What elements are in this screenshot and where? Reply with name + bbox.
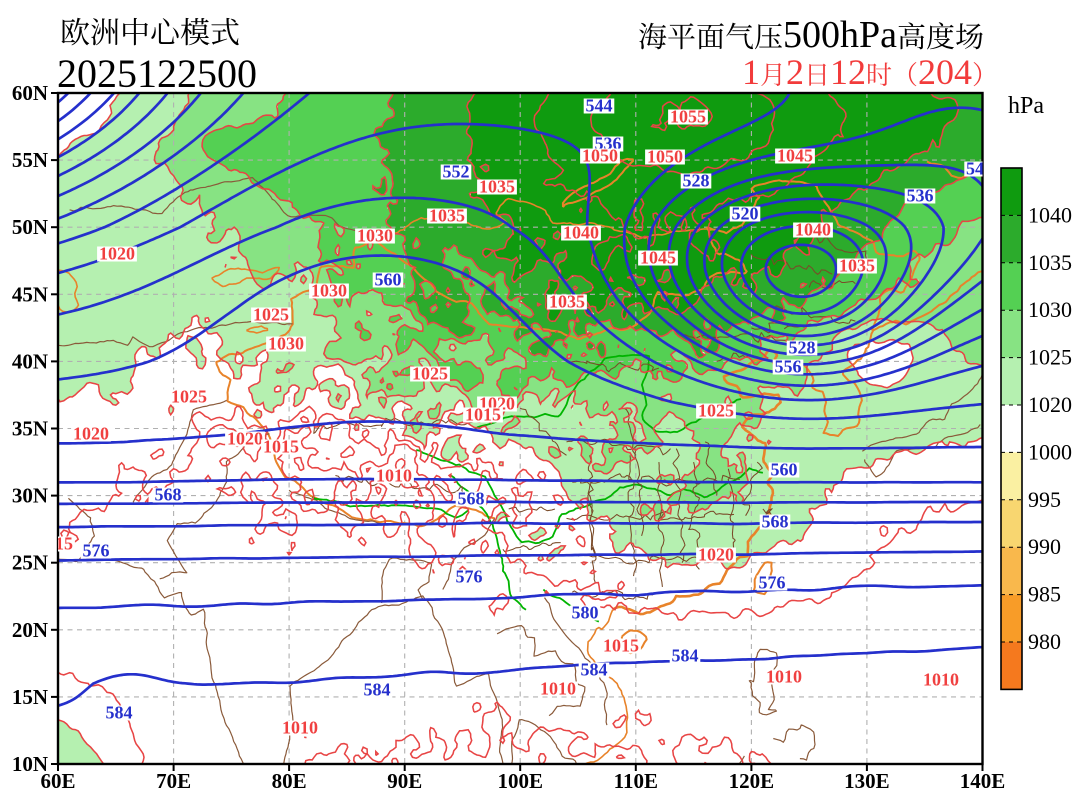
svg-text:1020: 1020 xyxy=(1028,392,1072,417)
svg-text:1040: 1040 xyxy=(795,220,831,240)
svg-text:576: 576 xyxy=(83,541,110,561)
svg-text:1025: 1025 xyxy=(171,387,207,407)
svg-text:10N: 10N xyxy=(12,752,48,776)
svg-text:70E: 70E xyxy=(156,769,191,793)
svg-text:1025: 1025 xyxy=(1028,345,1072,370)
svg-text:50N: 50N xyxy=(12,215,48,239)
svg-text:584: 584 xyxy=(672,646,699,666)
svg-text:580: 580 xyxy=(572,603,599,623)
svg-text:1035: 1035 xyxy=(839,256,875,276)
svg-text:576: 576 xyxy=(759,573,786,593)
svg-text:1035: 1035 xyxy=(549,292,585,312)
svg-text:1020: 1020 xyxy=(99,244,135,264)
svg-text:54: 54 xyxy=(966,159,984,179)
svg-text:12: 12 xyxy=(830,52,866,92)
svg-text:568: 568 xyxy=(762,512,789,532)
svg-text:985: 985 xyxy=(1028,582,1061,607)
svg-text:hPa: hPa xyxy=(1008,93,1044,119)
svg-text:1025: 1025 xyxy=(253,305,289,325)
svg-text:1020: 1020 xyxy=(698,545,734,565)
svg-text:568: 568 xyxy=(458,489,485,509)
svg-text:100E: 100E xyxy=(497,769,543,793)
svg-text:536: 536 xyxy=(907,186,934,206)
svg-text:1030: 1030 xyxy=(357,226,393,246)
svg-text:1025: 1025 xyxy=(412,364,448,384)
svg-text:140E: 140E xyxy=(960,769,1006,793)
svg-text:500hPa: 500hPa xyxy=(783,14,897,56)
svg-text:1010: 1010 xyxy=(376,466,412,486)
svg-text:90E: 90E xyxy=(387,769,422,793)
svg-text:1020: 1020 xyxy=(227,429,263,449)
svg-text:30N: 30N xyxy=(12,484,48,508)
svg-text:2025122500: 2025122500 xyxy=(57,51,257,96)
svg-text:556: 556 xyxy=(775,357,802,377)
svg-text:1010: 1010 xyxy=(282,718,318,738)
svg-text:1010: 1010 xyxy=(923,670,959,690)
svg-text:1010: 1010 xyxy=(540,679,576,699)
svg-text:1035: 1035 xyxy=(429,206,465,226)
svg-text:2: 2 xyxy=(786,52,804,92)
svg-text:1000: 1000 xyxy=(1028,439,1072,464)
svg-text:1: 1 xyxy=(742,52,760,92)
svg-text:576: 576 xyxy=(456,567,483,587)
svg-text:55N: 55N xyxy=(12,148,48,172)
svg-text:568: 568 xyxy=(155,485,182,505)
svg-text:1015: 1015 xyxy=(465,405,501,425)
svg-text:1045: 1045 xyxy=(777,146,813,166)
svg-text:1020: 1020 xyxy=(73,424,109,444)
svg-text:1045: 1045 xyxy=(640,248,676,268)
svg-text:544: 544 xyxy=(586,96,613,116)
svg-text:528: 528 xyxy=(789,338,816,358)
svg-text:584: 584 xyxy=(106,703,133,723)
svg-text:1015: 1015 xyxy=(263,437,299,457)
svg-text:120E: 120E xyxy=(729,769,775,793)
svg-text:80E: 80E xyxy=(272,769,307,793)
svg-text:1055: 1055 xyxy=(670,107,706,127)
svg-text:35N: 35N xyxy=(12,417,48,441)
svg-text:990: 990 xyxy=(1028,534,1061,559)
svg-text:1025: 1025 xyxy=(698,401,734,421)
svg-text:45N: 45N xyxy=(12,282,48,306)
svg-text:25N: 25N xyxy=(12,551,48,575)
svg-text:1040: 1040 xyxy=(1028,202,1072,227)
svg-text:584: 584 xyxy=(364,680,391,700)
svg-text:1040: 1040 xyxy=(563,223,599,243)
svg-text:552: 552 xyxy=(443,162,470,182)
svg-text:60E: 60E xyxy=(40,769,75,793)
svg-text:520: 520 xyxy=(732,204,759,224)
svg-text:995: 995 xyxy=(1028,487,1061,512)
svg-text:20N: 20N xyxy=(12,618,48,642)
svg-text:1030: 1030 xyxy=(311,281,347,301)
svg-text:40N: 40N xyxy=(12,349,48,373)
svg-text:560: 560 xyxy=(375,270,402,290)
svg-text:1030: 1030 xyxy=(268,334,304,354)
svg-text:1050: 1050 xyxy=(647,147,683,167)
svg-text:980: 980 xyxy=(1028,629,1061,654)
svg-text:1010: 1010 xyxy=(766,667,802,687)
svg-text:60N: 60N xyxy=(12,81,48,105)
svg-text:1015: 1015 xyxy=(603,636,639,656)
svg-text:15N: 15N xyxy=(12,685,48,709)
svg-text:528: 528 xyxy=(683,171,710,191)
svg-text:1030: 1030 xyxy=(1028,297,1072,322)
svg-text:1050: 1050 xyxy=(582,146,618,166)
svg-text:560: 560 xyxy=(771,460,798,480)
svg-text:130E: 130E xyxy=(844,769,890,793)
svg-text:1015: 1015 xyxy=(37,534,73,554)
svg-text:204: 204 xyxy=(918,52,972,92)
svg-text:584: 584 xyxy=(581,660,608,680)
svg-text:110E: 110E xyxy=(614,769,658,793)
svg-text:1035: 1035 xyxy=(1028,250,1072,275)
svg-text:1035: 1035 xyxy=(479,177,515,197)
